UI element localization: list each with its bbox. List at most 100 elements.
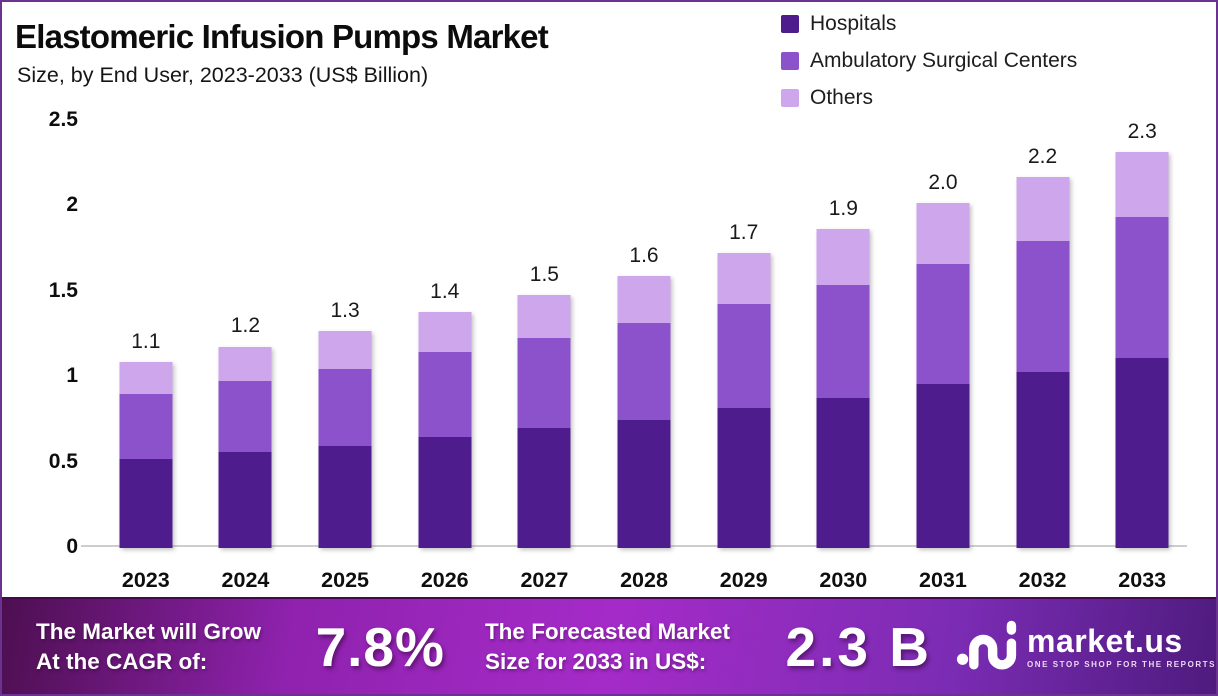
y-axis-tick-label: 2.5 (48, 108, 78, 131)
bar-segment-ambulatory-surgical-centers (517, 337, 571, 429)
y-axis-tick-label: 0.5 (48, 449, 78, 473)
bar-segment-others (418, 312, 472, 352)
x-axis-label: 2024 (221, 568, 270, 592)
marketus-logo-text: market.us ONE STOP SHOP FOR THE REPORTS (1027, 625, 1216, 669)
bar-segment-ambulatory-surgical-centers (1115, 216, 1169, 359)
y-axis-tick-label: 0 (66, 535, 78, 558)
y-axis-tick-label: 1 (66, 364, 78, 388)
bar-column-2027: 1.5 2027 (495, 120, 595, 592)
bottom-banner: The Market will Grow At the CAGR of: 7.8… (2, 597, 1216, 694)
bar-column-2025: 1.3 2025 (295, 120, 395, 592)
bar-segment-hospitals (218, 452, 272, 548)
bar-segment-hospitals (418, 437, 472, 548)
bar-column-2030: 1.9 2030 (793, 120, 893, 592)
bar-stack (617, 276, 671, 548)
bar-stack (1115, 151, 1169, 548)
bar-stack (318, 331, 372, 548)
bar-segment-others (1115, 151, 1169, 217)
bar-stack (717, 252, 771, 548)
x-axis-label: 2029 (719, 568, 768, 592)
x-axis-label: 2028 (620, 568, 668, 592)
bar-total-label: 1.4 (430, 280, 460, 303)
bar-total-label: 1.5 (529, 263, 559, 286)
bar-segment-ambulatory-surgical-centers (218, 380, 272, 453)
cagr-caption: The Market will Grow At the CAGR of: (36, 617, 312, 676)
x-axis-label: 2032 (1018, 568, 1067, 592)
bar-total-label: 1.3 (330, 299, 360, 322)
y-axis: 0 0.5 1 1.5 2 2.5 (2, 108, 78, 558)
bar-segment-ambulatory-surgical-centers (119, 394, 173, 460)
bar-segment-hospitals (617, 419, 671, 548)
bar-column-2024: 1.2 2024 (196, 120, 296, 592)
bar-column-2032: 2.2 2032 (993, 120, 1093, 592)
bar-segment-hospitals (1115, 358, 1169, 548)
legend-label: Hospitals (810, 12, 897, 35)
bar-segment-ambulatory-surgical-centers (717, 303, 771, 408)
bar-segment-others (119, 361, 173, 395)
bar-total-label: 2.2 (1027, 145, 1058, 168)
cagr-value: 7.8% (315, 615, 445, 678)
bar-segment-others (617, 276, 671, 323)
bar-segment-others (816, 228, 870, 286)
marketus-logo-name: market.us (1027, 622, 1183, 659)
legend-item-others: Others (781, 86, 1077, 110)
legend-swatch-others (781, 89, 799, 107)
bar-chart-plot-area: 1.1 2023 1.2 2024 1.3 2025 1.4 2026 1.5 2027 1.6 20… (96, 120, 1192, 592)
bar-total-label: 2.0 (928, 171, 958, 194)
bar-stack (119, 361, 173, 548)
bar-segment-ambulatory-surgical-centers (916, 264, 970, 384)
bar-stack (517, 295, 571, 548)
bar-total-label: 1.1 (131, 330, 161, 353)
bar-segment-ambulatory-surgical-centers (1016, 240, 1070, 373)
bar-column-2026: 1.4 2026 (395, 120, 495, 592)
marketus-logo: market.us ONE STOP SHOP FOR THE REPORTS (956, 619, 1216, 675)
bar-total-label: 1.7 (729, 221, 759, 244)
bar-segment-others (717, 252, 771, 304)
bar-segment-others (916, 202, 970, 265)
bar-column-2033: 2.3 2033 (1092, 120, 1192, 592)
bar-column-2028: 1.6 2028 (594, 120, 694, 592)
y-axis-tick-label: 1.5 (48, 278, 78, 302)
bar-segment-others (318, 331, 372, 369)
bar-stack (218, 346, 272, 548)
forecast-value: 2.3 B (785, 615, 933, 678)
bar-segment-hospitals (1016, 372, 1070, 548)
forecast-caption-line1: The Forecasted Market (484, 619, 731, 645)
x-axis-label: 2031 (919, 568, 967, 592)
bar-stack (816, 228, 870, 548)
bar-segment-ambulatory-surgical-centers (318, 368, 372, 446)
bar-column-2023: 1.1 2023 (96, 120, 196, 592)
bar-segment-ambulatory-surgical-centers (418, 351, 472, 437)
bar-segment-ambulatory-surgical-centers (816, 285, 870, 398)
bar-total-label: 1.9 (828, 197, 858, 220)
legend-swatch-ambulatory-surgical-centers (781, 52, 799, 70)
bar-column-2031: 2.0 2031 (893, 120, 993, 592)
bar-segment-hospitals (916, 384, 970, 548)
y-axis-tick-label: 2 (66, 193, 78, 217)
forecast-caption-line2: Size for 2033 in US$: (484, 648, 707, 674)
bar-segment-others (218, 346, 272, 381)
x-axis-label: 2027 (520, 568, 569, 592)
legend-swatch-hospitals (781, 15, 799, 33)
bar-segment-hospitals (517, 428, 571, 548)
bar-segment-others (1016, 177, 1070, 241)
marketus-logo-icon (956, 620, 1017, 670)
forecast-caption: The Forecasted Market Size for 2033 in U… (485, 617, 774, 676)
bar-segment-ambulatory-surgical-centers (617, 322, 671, 420)
bar-segment-hospitals (717, 407, 771, 548)
bar-segment-others (517, 295, 571, 338)
legend-item-ambulatory-surgical-centers: Ambulatory Surgical Centers (781, 49, 1077, 73)
cagr-caption-line1: The Market will Grow (36, 619, 262, 645)
bar-total-label: 2.3 (1127, 120, 1157, 143)
bar-total-label: 1.2 (230, 314, 261, 337)
page-subtitle: Size, by End User, 2023-2033 (US$ Billio… (17, 63, 429, 87)
page-title: Elastomeric Infusion Pumps Market (15, 18, 549, 55)
x-axis-label: 2033 (1118, 568, 1167, 592)
x-axis-label: 2025 (321, 568, 370, 592)
legend-label: Ambulatory Surgical Centers (810, 49, 1078, 72)
x-axis-label: 2026 (420, 568, 469, 592)
bar-stack (1016, 177, 1070, 548)
bar-column-2029: 1.7 2029 (694, 120, 794, 592)
marketus-logo-tagline: ONE STOP SHOP FOR THE REPORTS (1027, 659, 1216, 669)
